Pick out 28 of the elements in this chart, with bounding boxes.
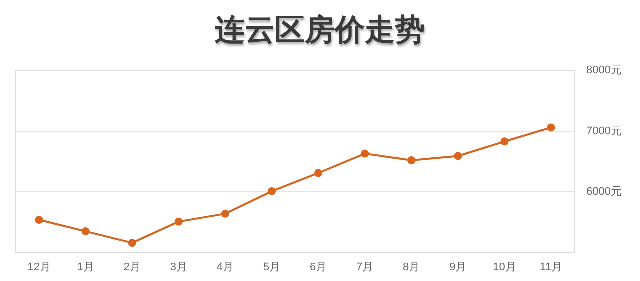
y-tick-label: 7000元 (586, 125, 622, 138)
x-tick-label: 5月 (263, 261, 281, 274)
point (174, 218, 183, 226)
point (547, 124, 556, 132)
point (221, 210, 230, 218)
x-tick-label: 10月 (493, 261, 516, 274)
point (500, 138, 509, 146)
y-tick-label: 6000元 (586, 186, 622, 198)
x-tick-label: 6月 (310, 261, 328, 274)
x-tick-label: 8月 (403, 261, 420, 274)
y-tick-label: 8000元 (586, 64, 622, 77)
x-tick-label: 2月 (124, 261, 141, 274)
point (35, 216, 44, 224)
chart-title: 连云区房价走势 (214, 12, 426, 50)
x-tick-label: 12月 (28, 261, 51, 274)
x-tick-label: 11月 (540, 261, 562, 274)
point (408, 156, 416, 164)
x-tick-label: 1月 (77, 261, 94, 274)
point (454, 152, 462, 160)
x-tick-label: 4月 (216, 261, 234, 274)
x-tick-label: 3月 (170, 261, 188, 274)
point (128, 239, 136, 248)
x-tick-label: 9月 (450, 261, 467, 274)
point (82, 228, 90, 236)
point (314, 169, 323, 178)
point (268, 187, 276, 196)
point (361, 150, 370, 158)
x-tick-label: 7月 (356, 261, 374, 274)
